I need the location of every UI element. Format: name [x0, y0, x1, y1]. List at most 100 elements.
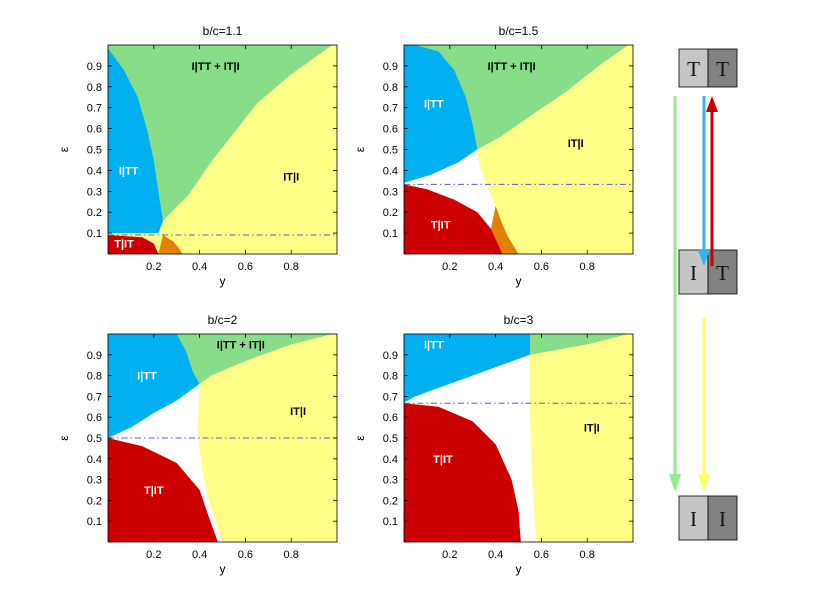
- transition-legend: T T I T I I: [669, 48, 738, 541]
- region-label: IT|I: [568, 138, 584, 150]
- y-tick-label: 0.2: [383, 495, 398, 507]
- y-tick-label: 0.6: [87, 412, 102, 424]
- y-tick-label: 0.9: [383, 61, 398, 73]
- state-box-it-right-label: T: [716, 261, 729, 285]
- y-tick-label: 0.5: [87, 433, 102, 445]
- y-tick-label: 0.4: [87, 165, 102, 177]
- x-axis-label: y: [220, 274, 226, 288]
- y-tick-label: 0.3: [383, 475, 398, 487]
- state-box-ii-right-cell: [707, 495, 738, 541]
- x-tick-label: 0.2: [146, 549, 161, 561]
- x-tick-label: 0.6: [534, 261, 549, 273]
- y-tick-label: 0.9: [87, 61, 102, 73]
- panel-title: b/c=1.1: [203, 24, 243, 38]
- y-tick-label: 0.7: [87, 103, 102, 115]
- x-tick-label: 0.8: [580, 261, 595, 273]
- region-label: I|TT + IT|I: [488, 61, 536, 73]
- x-tick-label: 0.4: [488, 261, 503, 273]
- state-box-tt-right-label: T: [716, 57, 729, 81]
- panel-1: I|TT + IT|I I|TT IT|I T|IT 0.2 0.4 0.6 0.8 0.1 0.…: [57, 24, 338, 288]
- region-blue: [404, 45, 478, 183]
- y-tick-label: 0.2: [383, 207, 398, 219]
- state-box-ii-left-label: I: [690, 507, 697, 531]
- y-tick-label: 0.3: [87, 186, 102, 198]
- region-label: T|IT: [433, 454, 453, 466]
- blue-arrow-head: [698, 250, 710, 266]
- y-axis-label: ε: [353, 435, 367, 441]
- y-tick-label: 0.4: [383, 165, 398, 177]
- region-blue: [108, 334, 200, 438]
- green-arrow-head: [669, 474, 681, 492]
- region-label: I|TT: [424, 99, 444, 111]
- x-tick-label: 0.8: [284, 261, 299, 273]
- y-tick-label: 0.7: [383, 391, 398, 403]
- region-label: I|TT: [424, 339, 444, 351]
- y-tick-label: 0.2: [87, 207, 102, 219]
- y-tick-label: 0.5: [383, 433, 398, 445]
- blue-arrow-tt-to-it: [698, 96, 710, 266]
- y-tick-label: 0.3: [383, 186, 398, 198]
- y-tick-label: 0.1: [87, 516, 102, 528]
- region-blue: [108, 48, 163, 234]
- yellow-arrow-it-to-ii: [698, 318, 710, 492]
- panel-title: b/c=1.5: [499, 24, 539, 38]
- region-label: T|IT: [144, 485, 164, 497]
- y-tick-label: 0.8: [87, 82, 102, 94]
- y-tick-label: 0.7: [87, 391, 102, 403]
- region-orange: [158, 235, 183, 254]
- x-tick-label: 0.8: [580, 549, 595, 561]
- y-tick-label: 0.1: [383, 516, 398, 528]
- region-white: [404, 149, 519, 254]
- region-label: I|TT: [119, 165, 139, 177]
- region-red: [404, 403, 521, 542]
- region-white: [404, 354, 537, 542]
- state-box-tt: T T: [678, 48, 738, 88]
- region-label: I|TT + IT|I: [192, 61, 240, 73]
- region-label: I|TT + IT|I: [217, 339, 265, 351]
- region-label: I|TT: [137, 371, 157, 383]
- state-box-it-left-label: I: [690, 261, 697, 285]
- y-tick-label: 0.7: [383, 103, 398, 115]
- region-red: [404, 184, 503, 254]
- state-box-ii-left-cell: [678, 495, 709, 541]
- panel-title: b/c=3: [504, 313, 534, 327]
- y-tick-label: 0.9: [383, 350, 398, 362]
- y-tick-label: 0.9: [87, 350, 102, 362]
- green-arrow-tt-to-ii: [669, 96, 681, 492]
- state-box-ii-right-label: I: [719, 507, 726, 531]
- y-tick-label: 0.1: [383, 228, 398, 240]
- x-tick-label: 0.4: [192, 549, 207, 561]
- yellow-arrow-head: [698, 474, 710, 492]
- region-label: T|IT: [431, 220, 451, 232]
- region-orange: [491, 205, 519, 254]
- region-layer: [108, 45, 337, 254]
- y-tick-label: 0.5: [383, 145, 398, 157]
- panel-title: b/c=2: [208, 313, 238, 327]
- region-layer: [108, 334, 337, 542]
- red-arrow-it-to-tt: [706, 96, 718, 266]
- region-green: [404, 45, 629, 150]
- red-arrow-head: [706, 96, 718, 112]
- x-tick-label: 0.6: [238, 261, 253, 273]
- y-tick-label: 0.8: [383, 82, 398, 94]
- region-layer: [404, 45, 633, 254]
- state-box-tt-left-cell: [678, 48, 709, 88]
- y-tick-label: 0.6: [383, 124, 398, 136]
- x-axis-label: y: [220, 562, 226, 576]
- x-tick-label: 0.8: [284, 549, 299, 561]
- y-axis-label: ε: [57, 435, 71, 441]
- x-tick-label: 0.6: [534, 549, 549, 561]
- region-blue: [404, 334, 530, 403]
- x-tick-label: 0.6: [238, 549, 253, 561]
- state-box-tt-left-label: T: [687, 57, 700, 81]
- y-tick-label: 0.6: [87, 124, 102, 136]
- region-green: [108, 45, 333, 221]
- region-layer: [404, 334, 633, 542]
- x-tick-label: 0.4: [488, 549, 503, 561]
- x-axis-label: y: [516, 274, 522, 288]
- y-tick-label: 0.2: [87, 495, 102, 507]
- region-red: [108, 235, 159, 254]
- state-box-it: I T: [678, 249, 738, 295]
- y-tick-label: 0.8: [87, 371, 102, 383]
